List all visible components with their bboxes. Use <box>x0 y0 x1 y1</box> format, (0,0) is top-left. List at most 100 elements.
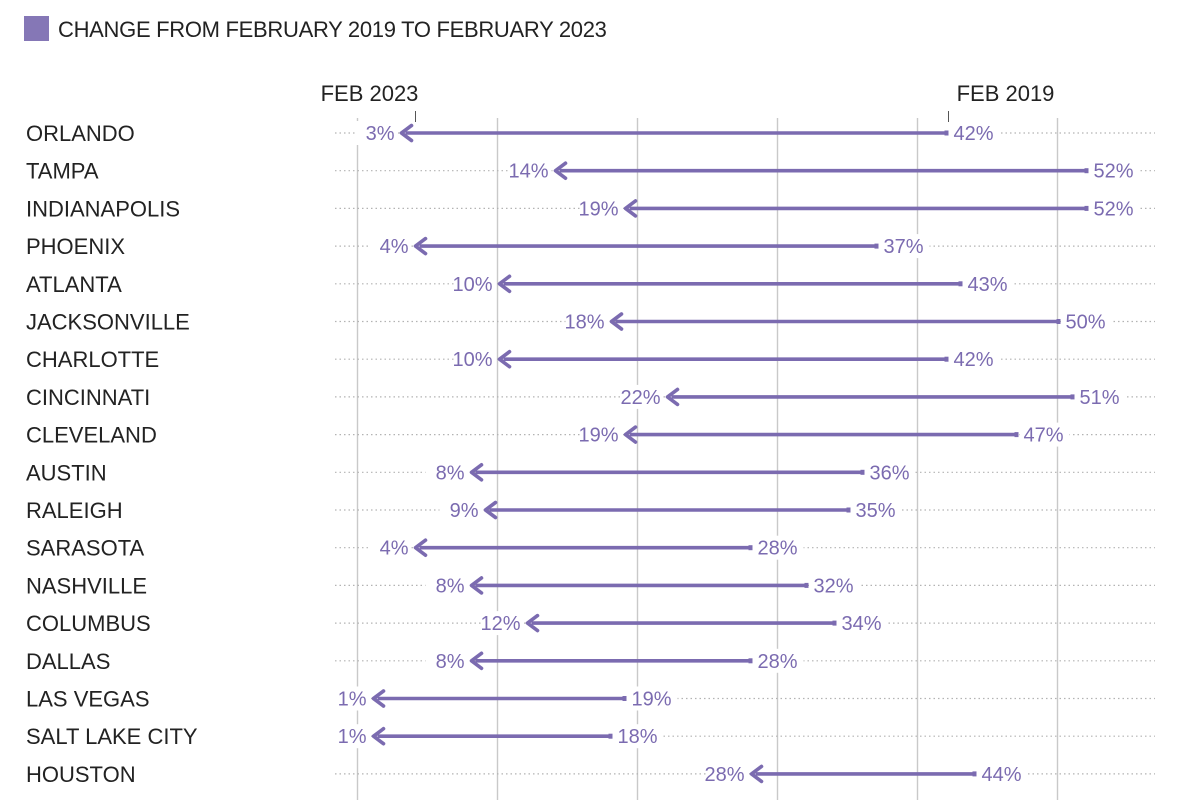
end-value-label: 18% <box>564 312 604 334</box>
end-label-bg <box>355 121 398 145</box>
table-row: CHARLOTTE 42% 10% <box>26 347 1155 372</box>
arrow-head <box>469 576 484 595</box>
table-row: INDIANAPOLIS 52% 19% <box>26 196 1155 221</box>
table-row: AUSTIN 36% 8% <box>26 460 1155 485</box>
start-marker <box>846 507 851 513</box>
end-value-label: 10% <box>452 274 492 296</box>
city-label: PHOENIX <box>26 234 125 259</box>
arrow-head <box>525 613 540 633</box>
end-value-label: 3% <box>366 123 395 145</box>
city-label: NASHVILLE <box>26 573 147 598</box>
start-marker <box>622 696 627 701</box>
table-row: ORLANDO 42% 3% <box>26 121 1155 146</box>
start-marker <box>748 545 753 551</box>
end-value-label: 8% <box>436 575 465 597</box>
start-label-bg <box>753 648 804 673</box>
arrow-head <box>413 538 428 558</box>
header-feb-2019: FEB 2019 <box>957 81 1055 106</box>
arrow-head <box>399 123 414 143</box>
start-label-bg <box>1061 309 1112 334</box>
city-label: CLEVELAND <box>26 423 157 448</box>
start-value-label: 42% <box>954 349 994 371</box>
city-label: DALLAS <box>26 649 110 674</box>
start-label-bg <box>1019 422 1070 447</box>
start-marker <box>1084 168 1089 174</box>
arrow-head <box>497 349 512 369</box>
arrow-head <box>483 500 498 520</box>
end-label-bg <box>327 686 370 711</box>
end-value-label: 1% <box>338 726 367 748</box>
start-label-bg <box>837 611 888 636</box>
start-label-bg <box>879 234 930 259</box>
start-label-bg <box>1075 384 1126 409</box>
data-rows: ORLANDO 42% 3% TAMPA 52% 14% INDIANAPOLIS 52% 19… <box>26 121 1155 787</box>
table-row: COLUMBUS 34% 12% <box>26 611 1155 636</box>
legend-swatch <box>24 16 49 41</box>
arrow-head <box>553 161 568 180</box>
start-label-bg <box>963 271 1014 296</box>
arrow-head <box>609 312 624 331</box>
start-marker <box>1084 205 1089 211</box>
end-value-label: 4% <box>380 538 409 560</box>
end-value-label: 14% <box>508 161 548 183</box>
end-label-bg <box>453 347 496 372</box>
arrow-head <box>469 462 484 482</box>
end-value-label: 12% <box>480 613 520 635</box>
start-marker <box>944 356 949 362</box>
start-value-label: 28% <box>758 538 798 560</box>
start-label-bg <box>613 724 664 749</box>
legend-label: CHANGE FROM FEBRUARY 2019 TO FEBRUARY 20… <box>58 17 607 42</box>
end-label-bg <box>579 422 622 447</box>
start-marker <box>1070 394 1075 400</box>
end-label-bg <box>621 384 664 409</box>
table-row: LAS VEGAS 19% 1% <box>26 686 1155 712</box>
city-label: INDIANAPOLIS <box>26 196 180 221</box>
start-value-label: 19% <box>632 689 672 711</box>
city-label: JACKSONVILLE <box>26 310 190 335</box>
start-value-label: 42% <box>954 123 994 145</box>
table-row: JACKSONVILLE 50% 18% <box>26 309 1155 335</box>
end-value-label: 28% <box>704 764 744 786</box>
start-label-bg <box>627 686 678 711</box>
city-label: SALT LAKE CITY <box>26 724 198 749</box>
start-value-label: 47% <box>1024 425 1064 447</box>
end-value-label: 1% <box>338 689 367 711</box>
start-value-label: 37% <box>884 236 924 258</box>
end-value-label: 19% <box>578 198 618 220</box>
start-marker <box>748 658 753 664</box>
start-label-bg <box>851 498 902 522</box>
start-marker <box>944 130 949 136</box>
end-label-bg <box>565 309 608 334</box>
city-label: RALEIGH <box>26 498 123 523</box>
arrow-head <box>413 236 428 256</box>
start-value-label: 18% <box>618 726 658 748</box>
end-label-bg <box>327 724 370 749</box>
end-label-bg <box>509 158 552 183</box>
start-label-bg <box>865 460 916 485</box>
arrow-head <box>749 764 764 784</box>
start-value-label: 32% <box>814 575 854 597</box>
start-marker <box>860 469 865 475</box>
start-marker <box>972 771 977 777</box>
end-value-label: 8% <box>436 462 465 484</box>
table-row: SARASOTA 28% 4% <box>26 535 1155 561</box>
end-label-bg <box>369 535 412 560</box>
end-label-bg <box>425 460 468 485</box>
end-label-bg <box>439 498 482 522</box>
start-marker <box>804 582 809 588</box>
city-label: ORLANDO <box>26 121 135 146</box>
start-marker <box>1014 432 1019 438</box>
city-label: CINCINNATI <box>26 385 150 410</box>
end-label-bg <box>481 611 524 636</box>
start-value-label: 51% <box>1080 387 1120 409</box>
gridlines <box>356 118 1059 800</box>
table-row: SALT LAKE CITY 18% 1% <box>26 724 1155 749</box>
table-row: CINCINNATI 51% 22% <box>26 384 1155 410</box>
arrow-head <box>497 274 512 294</box>
start-label-bg <box>949 121 1000 145</box>
start-label-bg <box>1089 196 1140 221</box>
arrow-head <box>371 726 386 746</box>
start-value-label: 50% <box>1066 312 1106 334</box>
end-value-label: 8% <box>436 651 465 673</box>
arrow-head <box>623 425 638 444</box>
